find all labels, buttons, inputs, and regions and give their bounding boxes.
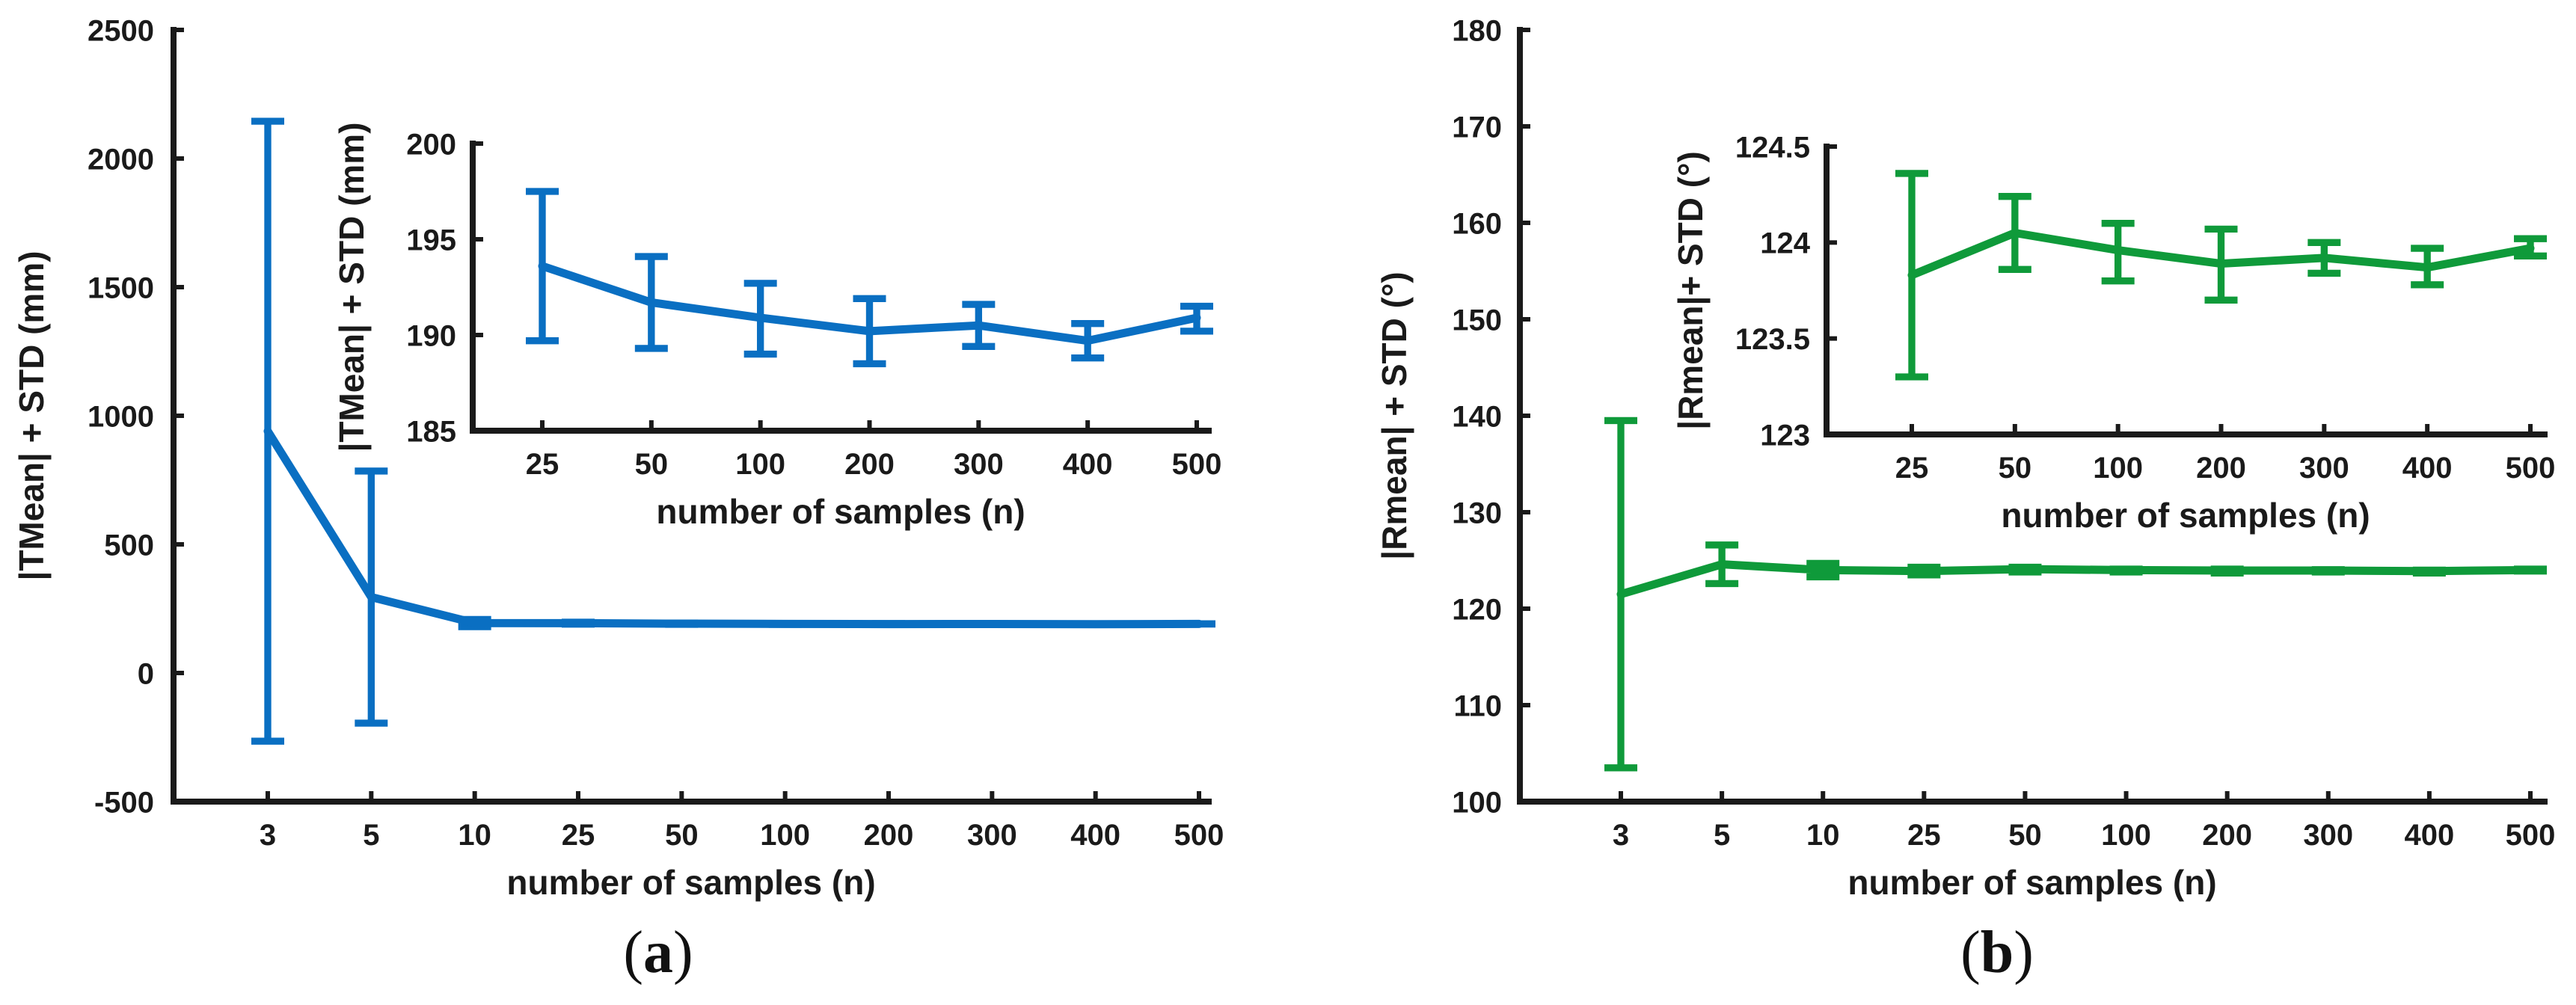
x-tick-label: 400 [1063, 448, 1113, 481]
series-line [1616, 560, 2535, 599]
y-axis-label: |TMean| + STD (mm) [12, 251, 51, 580]
x-tick-label: 3 [1613, 819, 1629, 852]
y-tick-label: 110 [1453, 689, 1502, 722]
x-tick-label: 200 [844, 448, 895, 481]
y-tick-label: 2000 [88, 143, 154, 176]
x-tick-label: 10 [1806, 819, 1840, 852]
x-axis-label: number of samples (n) [656, 492, 1025, 531]
y-tick-label: 123 [1760, 419, 1810, 452]
y-axis-label: |Rmean| + STD (°) [1375, 271, 1414, 559]
x-axis-label: number of samples (n) [506, 863, 875, 902]
y-tick-label: 500 [104, 529, 154, 562]
y-tick-label: 160 [1452, 207, 1502, 240]
x-tick-label: 400 [1070, 819, 1120, 852]
y-tick-label: 120 [1452, 593, 1502, 626]
x-tick-label: 25 [1895, 452, 1929, 485]
panel-label-b: (b) [1960, 920, 2034, 986]
y-tick-label: 124.5 [1735, 131, 1810, 164]
y-tick-label: 140 [1452, 400, 1502, 433]
x-tick-label: 5 [1714, 819, 1730, 852]
y-tick-label: 130 [1452, 497, 1502, 529]
chart-b-main: 100 110 120 130 140 150 160 170 180 3 5 10 25 50 100 20… [1375, 14, 2555, 902]
x-tick-label: 5 [363, 819, 379, 852]
x-tick-label: 50 [635, 448, 669, 481]
x-tick-label: 200 [2196, 452, 2246, 485]
chart-b-inset: 123 123.5 124 124.5 25 50 100 200 300 400 500 numbe… [1671, 131, 2555, 535]
y-tick-label: -500 [94, 786, 154, 819]
x-tick-label: 100 [760, 819, 810, 852]
x-tick-label: 25 [1907, 819, 1941, 852]
x-tick-label: 300 [954, 448, 1004, 481]
x-tick-label: 400 [2405, 819, 2455, 852]
x-tick-label: 500 [2506, 819, 2556, 852]
x-tick-label: 300 [2303, 819, 2353, 852]
x-tick-label: 200 [2202, 819, 2252, 852]
y-axis-label: |Rmean|+ STD (°) [1671, 151, 1710, 430]
x-tick-label: 300 [2299, 452, 2349, 485]
x-tick-label: 100 [2101, 819, 2151, 852]
y-tick-label: 150 [1452, 304, 1502, 336]
y-tick-label: 185 [406, 415, 456, 448]
x-tick-label: 500 [2506, 452, 2556, 485]
x-tick-label: 200 [864, 819, 914, 852]
series-line [538, 262, 1201, 345]
x-tick-label: 500 [1172, 448, 1222, 481]
series-line [1907, 229, 2535, 280]
series-line [263, 427, 1203, 629]
x-tick-label: 100 [735, 448, 785, 481]
x-tick-label: 50 [1999, 452, 2032, 485]
y-tick-label: 100 [1452, 786, 1502, 819]
x-tick-label: 3 [260, 819, 276, 852]
y-tick-label: 124 [1760, 227, 1810, 260]
x-tick-label: 300 [967, 819, 1017, 852]
x-tick-label: 10 [458, 819, 491, 852]
x-tick-label: 500 [1174, 819, 1224, 852]
y-tick-label: 170 [1452, 111, 1502, 144]
y-axis-label: |TMean| + STD (mm) [332, 122, 371, 452]
y-tick-label: 180 [1452, 14, 1502, 47]
chart-a-main: -500 0 500 1000 1500 2000 2500 3 5 10 25 50 100 200 30… [12, 14, 1224, 902]
x-axis-label: number of samples (n) [1847, 863, 2216, 902]
y-tick-label: 1500 [88, 271, 154, 304]
y-tick-label: 123.5 [1735, 323, 1810, 356]
x-tick-label: 400 [2402, 452, 2453, 485]
x-tick-label: 50 [665, 819, 699, 852]
y-tick-label: 0 [138, 657, 154, 690]
y-tick-label: 190 [406, 319, 456, 352]
y-tick-label: 2500 [88, 14, 154, 47]
x-tick-label: 50 [2008, 819, 2042, 852]
chart-a-inset: 185 190 195 200 25 50 100 200 300 400 500 number of… [332, 122, 1221, 531]
x-tick-label: 25 [562, 819, 595, 852]
x-axis-label: number of samples (n) [2001, 496, 2370, 535]
panel-label-a: (a) [623, 920, 693, 986]
y-tick-label: 1000 [88, 400, 154, 433]
x-tick-label: 25 [526, 448, 559, 481]
y-tick-label: 200 [406, 128, 456, 161]
x-tick-label: 100 [2093, 452, 2143, 485]
y-tick-label: 195 [406, 224, 456, 256]
